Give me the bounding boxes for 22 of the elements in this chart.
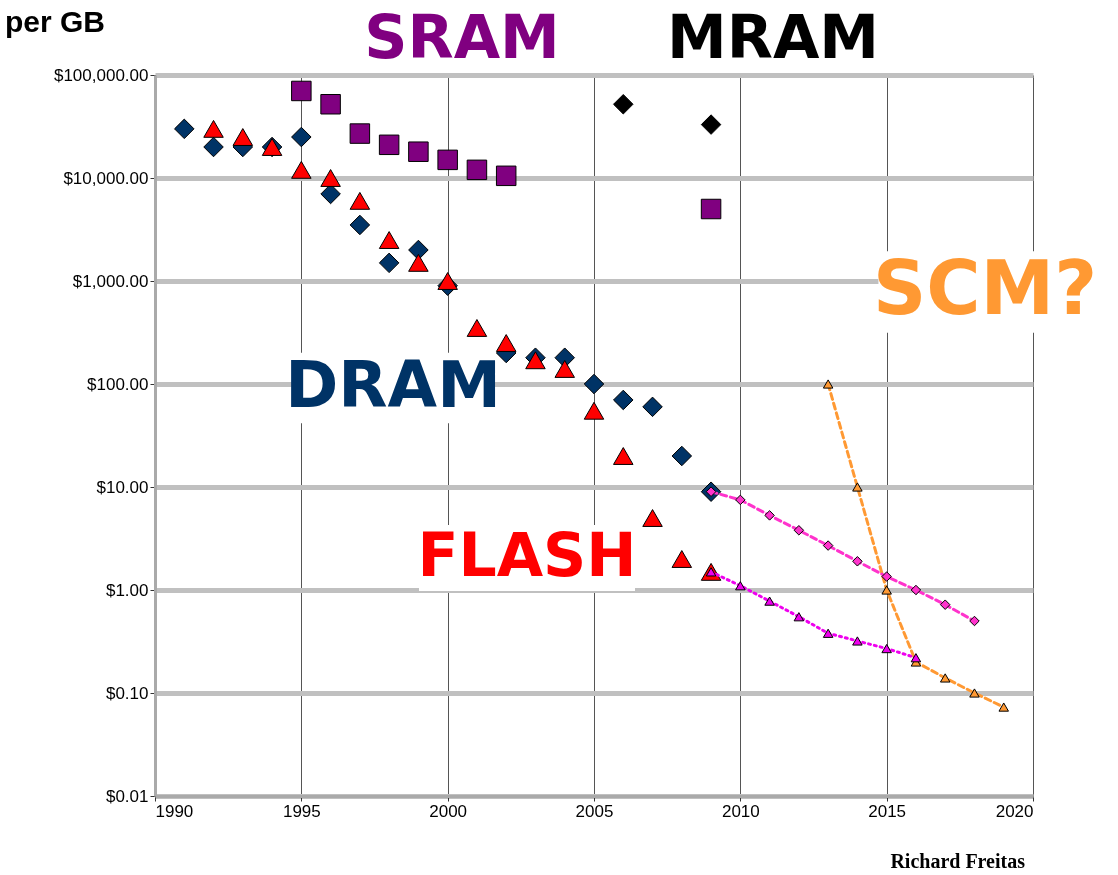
y-tick-label: $100.00	[87, 374, 149, 394]
x-tick-label: 1990	[155, 801, 194, 821]
x-tick-label: 2010	[721, 801, 760, 821]
annotation: SCM?	[872, 245, 1098, 331]
x-tick-label: 2015	[868, 801, 907, 821]
x-tick-label: 2000	[429, 801, 468, 821]
text: SRAM	[364, 2, 560, 72]
y-tick-label: $0.01	[105, 786, 149, 806]
x-tick-label: 2005	[575, 801, 614, 821]
y-tick-label: $1,000.00	[72, 271, 149, 291]
y-tick-label: $0.10	[105, 683, 149, 703]
x-tick-label: 2020	[995, 801, 1034, 821]
y-tick-label: $10,000.00	[63, 168, 149, 188]
y-tick-label: $10.00	[96, 477, 149, 497]
y-tick-label: $1.00	[105, 580, 149, 600]
chart-title: per GB	[5, 5, 106, 38]
y-tick-label: $100,000.00	[53, 65, 149, 85]
annotation: DRAM	[285, 348, 501, 422]
text: Richard Freitas	[890, 850, 1026, 872]
x-tick-label: 1995	[282, 801, 321, 821]
annotation: FLASH	[417, 520, 637, 590]
text: MRAM	[666, 2, 880, 72]
